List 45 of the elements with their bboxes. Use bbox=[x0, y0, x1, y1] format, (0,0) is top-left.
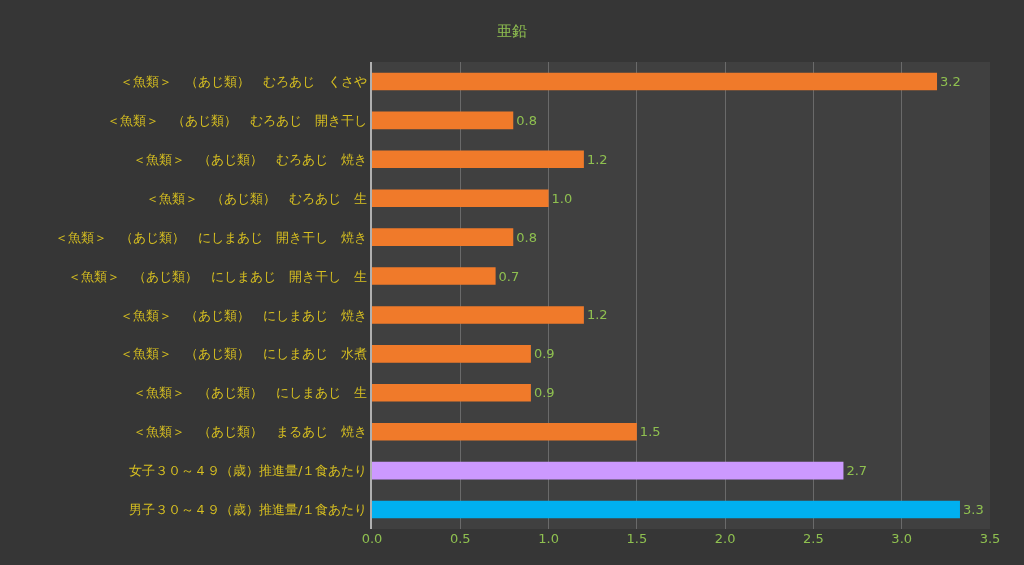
data-label: 1.5 bbox=[639, 424, 661, 440]
x-tick-label: 3.0 bbox=[891, 531, 913, 546]
y-tick-label: 女子３０～４９（歳）推進量/１食あたり bbox=[129, 463, 368, 479]
bar bbox=[372, 111, 514, 130]
bar bbox=[372, 150, 584, 169]
x-tick-label: 2.0 bbox=[714, 531, 736, 546]
x-tick-label: 0.5 bbox=[449, 531, 471, 546]
bar bbox=[372, 461, 844, 480]
bar bbox=[372, 306, 584, 324]
bar bbox=[372, 72, 938, 91]
y-tick-label: ＜魚類＞ （あじ類） にしまあじ 焼き bbox=[120, 307, 368, 323]
x-tick-label: 2.5 bbox=[803, 531, 824, 546]
bar bbox=[372, 384, 531, 402]
y-tick-label: ＜魚類＞ （あじ類） にしまあじ 開き干し 生 bbox=[68, 268, 368, 284]
data-label: 3.2 bbox=[940, 73, 961, 89]
data-label: 0.9 bbox=[533, 346, 555, 362]
bar bbox=[372, 500, 960, 519]
y-tick-label: ＜魚類＞ （あじ類） にしまあじ 水煮 bbox=[120, 346, 368, 362]
y-tick-label: ＜魚類＞ （あじ類） むろあじ 生 bbox=[146, 190, 368, 206]
data-label: 1.2 bbox=[586, 307, 608, 323]
y-tick-label: ＜魚類＞ （あじ類） むろあじ 焼き bbox=[133, 151, 368, 167]
y-tick-label: ＜魚類＞ （あじ類） にしまあじ 生 bbox=[133, 385, 368, 401]
y-tick-label: ＜魚類＞ （あじ類） むろあじ 開き干し bbox=[107, 112, 368, 128]
data-label: 2.7 bbox=[846, 463, 868, 479]
chart-title: 亜鉛 bbox=[497, 21, 527, 40]
data-label: 1.0 bbox=[551, 190, 573, 206]
data-label: 0.7 bbox=[498, 268, 520, 284]
bar bbox=[372, 189, 549, 207]
x-tick-label: 1.5 bbox=[626, 531, 648, 546]
bar bbox=[372, 267, 496, 285]
y-tick-label: 男子３０～４９（歳）推進量/１食あたり bbox=[129, 502, 368, 518]
y-tick-label: ＜魚類＞ （あじ類） むろあじ くさや bbox=[120, 74, 368, 90]
y-tick-label: ＜魚類＞ （あじ類） にしまあじ 開き干し 焼き bbox=[55, 229, 368, 245]
x-tick-label: 1.0 bbox=[538, 531, 559, 546]
x-tick-label: 3.5 bbox=[979, 531, 1001, 546]
data-label: 3.3 bbox=[962, 502, 984, 518]
bar bbox=[372, 228, 514, 246]
data-label: 0.9 bbox=[533, 385, 555, 401]
y-tick-label: ＜魚類＞ （あじ類） まるあじ 焼き bbox=[133, 424, 368, 440]
bar bbox=[372, 422, 637, 441]
bar bbox=[372, 345, 531, 363]
data-label: 1.2 bbox=[586, 151, 608, 167]
x-tick-label: 0.0 bbox=[361, 531, 383, 546]
data-label: 0.8 bbox=[516, 112, 537, 128]
data-label: 0.8 bbox=[516, 229, 537, 245]
